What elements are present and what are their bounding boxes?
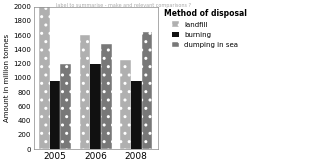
Legend: landfill, burning, dumping in sea: landfill, burning, dumping in sea	[162, 7, 248, 49]
Bar	[131, 81, 141, 149]
Bar	[50, 81, 60, 149]
Bar	[121, 60, 131, 149]
Bar	[90, 64, 101, 149]
Bar	[101, 44, 111, 149]
Bar	[60, 64, 71, 149]
Y-axis label: Amount in million tonnes: Amount in million tonnes	[4, 34, 10, 122]
Bar	[39, 7, 50, 149]
Text: label to summarise - make and relevant comparisons ?: label to summarise - make and relevant c…	[56, 3, 191, 8]
Bar	[141, 32, 152, 149]
Bar	[80, 35, 90, 149]
